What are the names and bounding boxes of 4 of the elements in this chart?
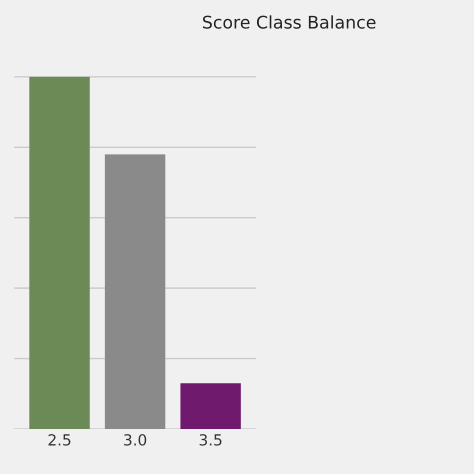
x-tick-label: 2.5 [48, 434, 70, 446]
chart-title: Score Class Balance [203, 15, 376, 29]
x-tick-label: 3.5 [200, 434, 222, 446]
x-tick-label: 3.0 [124, 434, 146, 446]
